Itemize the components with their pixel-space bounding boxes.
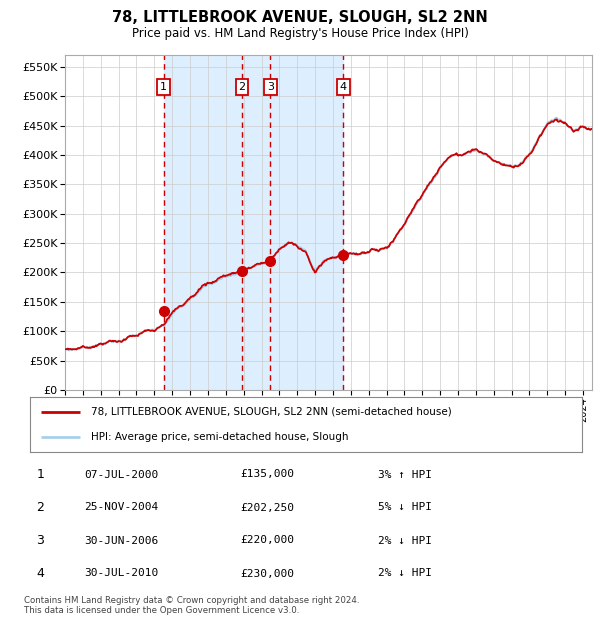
Text: £202,250: £202,250 xyxy=(240,502,294,513)
Text: 1: 1 xyxy=(37,468,44,481)
Text: 78, LITTLEBROOK AVENUE, SLOUGH, SL2 2NN (semi-detached house): 78, LITTLEBROOK AVENUE, SLOUGH, SL2 2NN … xyxy=(91,407,451,417)
Text: 30-JUL-2010: 30-JUL-2010 xyxy=(84,569,158,578)
Text: 5% ↓ HPI: 5% ↓ HPI xyxy=(378,502,432,513)
Text: 4: 4 xyxy=(340,82,347,92)
Text: 2: 2 xyxy=(37,501,44,514)
Text: 2% ↓ HPI: 2% ↓ HPI xyxy=(378,569,432,578)
Text: 3: 3 xyxy=(267,82,274,92)
Text: 3: 3 xyxy=(37,534,44,547)
Text: 2% ↓ HPI: 2% ↓ HPI xyxy=(378,536,432,546)
Bar xyxy=(242,55,343,390)
Text: £230,000: £230,000 xyxy=(240,569,294,578)
Text: 2: 2 xyxy=(238,82,245,92)
Text: 30-JUN-2006: 30-JUN-2006 xyxy=(84,536,158,546)
Bar xyxy=(164,55,242,390)
Text: 3% ↑ HPI: 3% ↑ HPI xyxy=(378,469,432,479)
Text: £135,000: £135,000 xyxy=(240,469,294,479)
Text: HPI: Average price, semi-detached house, Slough: HPI: Average price, semi-detached house,… xyxy=(91,432,348,442)
Text: 25-NOV-2004: 25-NOV-2004 xyxy=(84,502,158,513)
Text: 07-JUL-2000: 07-JUL-2000 xyxy=(84,469,158,479)
Text: 1: 1 xyxy=(160,82,167,92)
Text: £220,000: £220,000 xyxy=(240,536,294,546)
Text: Price paid vs. HM Land Registry's House Price Index (HPI): Price paid vs. HM Land Registry's House … xyxy=(131,27,469,40)
Text: 78, LITTLEBROOK AVENUE, SLOUGH, SL2 2NN: 78, LITTLEBROOK AVENUE, SLOUGH, SL2 2NN xyxy=(112,10,488,25)
Text: 4: 4 xyxy=(37,567,44,580)
Text: Contains HM Land Registry data © Crown copyright and database right 2024.
This d: Contains HM Land Registry data © Crown c… xyxy=(24,596,359,615)
